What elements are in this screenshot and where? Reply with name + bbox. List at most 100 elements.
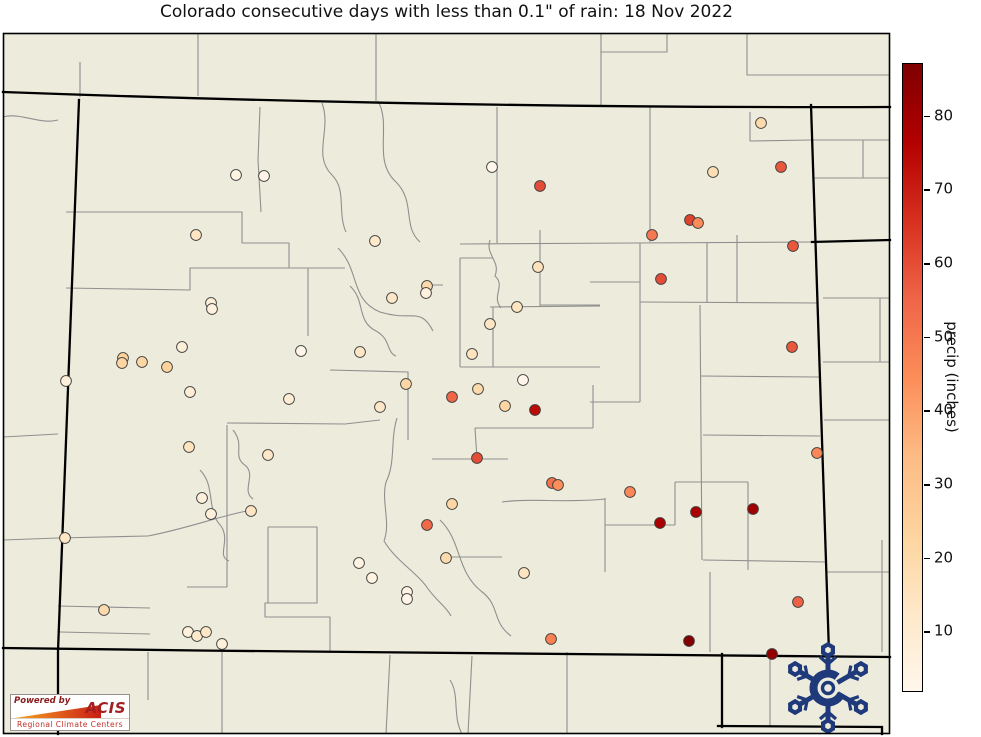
station-dot bbox=[747, 503, 759, 515]
county-boundaries bbox=[2, 33, 890, 735]
colorbar-tick bbox=[924, 189, 930, 191]
station-dot bbox=[386, 292, 398, 304]
station-dot bbox=[176, 341, 188, 353]
station-dot bbox=[262, 449, 274, 461]
snowflake-arm bbox=[818, 699, 838, 735]
station-dot bbox=[245, 505, 257, 517]
station-dots-layer bbox=[59, 117, 823, 660]
colorbar-tick-label: 30 bbox=[934, 474, 954, 493]
colorbar-tick bbox=[924, 631, 930, 633]
snowflake-arm bbox=[818, 641, 838, 677]
station-dot bbox=[511, 301, 523, 313]
station-dot bbox=[775, 161, 787, 173]
station-dot bbox=[446, 391, 458, 403]
colorbar-tick bbox=[924, 115, 930, 118]
station-dot bbox=[811, 447, 823, 459]
station-dot bbox=[216, 638, 228, 650]
station-dot bbox=[421, 519, 433, 531]
colorbar-tick-label: 10 bbox=[934, 621, 954, 640]
station-dot bbox=[369, 235, 381, 247]
station-dot bbox=[545, 633, 557, 645]
station-dot bbox=[440, 552, 452, 564]
border-37N bbox=[1, 646, 892, 659]
station-dot bbox=[655, 273, 667, 285]
station-dot bbox=[532, 261, 544, 273]
station-dot bbox=[136, 356, 148, 368]
station-dot bbox=[792, 596, 804, 608]
station-dot bbox=[401, 593, 413, 605]
colorbar-tick-label: 70 bbox=[934, 179, 954, 198]
station-dot bbox=[517, 374, 529, 386]
station-dot bbox=[183, 441, 195, 453]
station-dot bbox=[471, 452, 483, 464]
station-dot bbox=[654, 517, 666, 529]
snowflake-arm bbox=[836, 660, 868, 685]
colorbar-tick-label: 40 bbox=[934, 400, 954, 419]
station-dot bbox=[161, 361, 173, 373]
station-dot bbox=[690, 506, 702, 518]
border-41N bbox=[1, 90, 892, 109]
colorbar: 10 20 30 40 50 60 70 80 bbox=[902, 63, 953, 692]
colorbar-axis-label: precip (inches) bbox=[943, 321, 961, 433]
station-dot bbox=[755, 117, 767, 129]
station-dot bbox=[692, 217, 704, 229]
acis-logo: Powered by ACIS Regional Climate Centers bbox=[10, 694, 130, 731]
station-dot bbox=[400, 378, 412, 390]
acis-name-text: ACIS bbox=[85, 699, 126, 717]
colorbar-tick bbox=[924, 410, 930, 412]
station-dot bbox=[534, 180, 546, 192]
colorbar-tick-label: 60 bbox=[934, 253, 954, 272]
station-dot bbox=[258, 170, 270, 182]
station-dot bbox=[200, 626, 212, 638]
station-dot bbox=[646, 229, 658, 241]
station-dot bbox=[374, 401, 386, 413]
station-dot bbox=[59, 532, 71, 544]
station-dot bbox=[786, 341, 798, 353]
station-dot bbox=[353, 557, 365, 569]
station-dot bbox=[116, 357, 128, 369]
station-dot bbox=[354, 346, 366, 358]
chart-title: Colorado consecutive days with less than… bbox=[160, 2, 733, 22]
station-dot bbox=[420, 287, 432, 299]
colorbar-tick-label: 50 bbox=[934, 327, 954, 346]
snowflake-logo bbox=[788, 641, 868, 735]
colorbar-tick bbox=[924, 483, 930, 486]
acis-subtitle-text: Regional Climate Centers bbox=[11, 718, 129, 729]
station-dot bbox=[295, 345, 307, 357]
acis-powered-by-text: Powered by bbox=[14, 696, 71, 706]
station-dot bbox=[529, 404, 541, 416]
station-dot bbox=[184, 386, 196, 398]
station-dot bbox=[366, 572, 378, 584]
colorbar-tick-label: 80 bbox=[934, 106, 954, 125]
station-dot bbox=[486, 161, 498, 173]
station-dot bbox=[98, 604, 110, 616]
station-dot bbox=[446, 498, 458, 510]
station-dot bbox=[60, 375, 72, 387]
station-dot bbox=[190, 229, 202, 241]
station-dot bbox=[624, 486, 636, 498]
station-dot bbox=[283, 393, 295, 405]
snowflake-c-ring bbox=[809, 669, 847, 707]
map-land-background bbox=[3, 33, 890, 734]
station-dot bbox=[484, 318, 496, 330]
snowflake-c-inner bbox=[820, 680, 836, 696]
plot-frame bbox=[2, 32, 891, 735]
station-dot bbox=[518, 567, 530, 579]
station-dot bbox=[472, 383, 484, 395]
border-ok-nm bbox=[716, 652, 884, 736]
border-east-102W bbox=[809, 103, 831, 655]
station-dot bbox=[787, 240, 799, 252]
station-dot bbox=[499, 400, 511, 412]
state-boundaries bbox=[1, 90, 892, 736]
station-dot bbox=[205, 508, 217, 520]
station-dot bbox=[196, 492, 208, 504]
colorbar-tick bbox=[924, 336, 930, 339]
colorbar-tick-label: 20 bbox=[934, 548, 954, 567]
colorbar-tick bbox=[924, 262, 930, 265]
station-dot bbox=[552, 479, 564, 491]
colorbar-tick bbox=[924, 557, 930, 560]
station-dot bbox=[206, 303, 218, 315]
station-dot bbox=[683, 635, 695, 647]
